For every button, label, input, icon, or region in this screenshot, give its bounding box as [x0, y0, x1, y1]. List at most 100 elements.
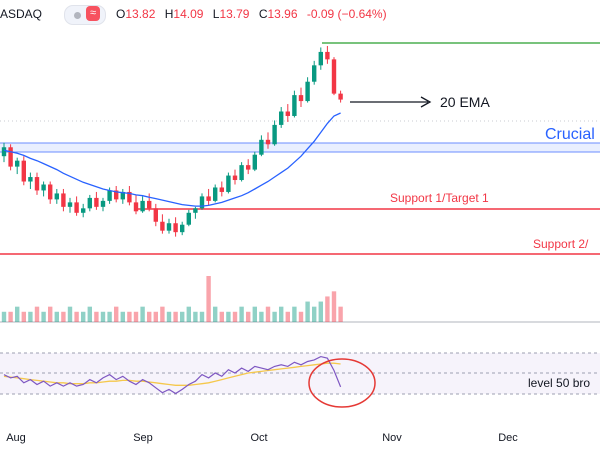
candle-body[interactable]: [140, 200, 145, 212]
candle-body[interactable]: [325, 51, 330, 60]
ema-label: 20 EMA: [440, 94, 490, 110]
candle-body[interactable]: [21, 160, 26, 182]
candle-body[interactable]: [166, 223, 172, 231]
volume-bar: [259, 311, 264, 322]
volume-bar: [285, 311, 290, 322]
candle-body[interactable]: [226, 175, 231, 192]
candle-body[interactable]: [147, 200, 152, 209]
rsi-ma-line: [3, 362, 341, 386]
volume-bar: [81, 311, 86, 322]
candle-body[interactable]: [213, 187, 218, 201]
x-tick-label: Aug: [6, 432, 26, 444]
candle-body[interactable]: [28, 177, 33, 182]
open-label: O: [116, 7, 126, 21]
candle-body[interactable]: [239, 165, 244, 181]
candle-body[interactable]: [206, 196, 211, 201]
candle-body[interactable]: [48, 184, 53, 200]
volume-bar: [28, 311, 33, 322]
candle-body[interactable]: [74, 202, 79, 213]
indicator-pill[interactable]: ≈: [64, 5, 106, 25]
candle-body[interactable]: [318, 51, 323, 66]
volume-bar: [140, 306, 145, 322]
volume-bar: [186, 306, 191, 322]
volume-bar: [246, 311, 251, 322]
candle-body[interactable]: [331, 59, 337, 94]
candle-body[interactable]: [160, 221, 165, 231]
candle-body[interactable]: [232, 175, 238, 181]
volume-bar: [331, 291, 337, 322]
volume-bar: [8, 311, 13, 322]
candle-body[interactable]: [34, 177, 40, 191]
candle-body[interactable]: [114, 190, 119, 200]
candle-body[interactable]: [41, 184, 46, 191]
volume-bar: [100, 311, 106, 322]
close-value: 13.96: [267, 7, 298, 21]
candle-body[interactable]: [8, 147, 13, 167]
candle-body[interactable]: [107, 190, 112, 201]
volume-bar: [54, 311, 59, 322]
candle-body[interactable]: [100, 200, 106, 207]
candle-body[interactable]: [279, 111, 284, 125]
candle-body[interactable]: [133, 202, 139, 212]
volume-bar: [133, 311, 139, 322]
volume-bar: [213, 306, 218, 322]
status-dot-icon: [74, 12, 81, 19]
low-value: 13.79: [219, 7, 250, 21]
x-tick-label: Dec: [498, 432, 518, 444]
x-tick-label: Sep: [133, 432, 153, 444]
volume-bar: [153, 311, 158, 322]
candle-body[interactable]: [186, 212, 191, 225]
volume-bar: [48, 306, 53, 322]
close-label: C: [258, 7, 268, 21]
candle-body[interactable]: [298, 95, 304, 102]
volume-bar: [265, 306, 271, 322]
candle-body[interactable]: [312, 65, 317, 82]
candle-body[interactable]: [265, 139, 271, 145]
support1-label: Support 1/Target 1: [390, 191, 489, 205]
candle-body[interactable]: [305, 81, 310, 102]
candle-body[interactable]: [338, 93, 343, 100]
candle-body[interactable]: [94, 197, 99, 207]
candle-body[interactable]: [193, 208, 198, 213]
candle-body[interactable]: [153, 208, 158, 222]
candle-body[interactable]: [199, 196, 205, 209]
volume-bar: [107, 311, 112, 322]
candle-body[interactable]: [246, 165, 251, 170]
volume-bar: [180, 311, 185, 322]
volume-bar: [173, 311, 178, 322]
volume-bar: [127, 311, 132, 322]
candle-body[interactable]: [219, 187, 224, 192]
candle-body[interactable]: [252, 154, 257, 170]
candle-body[interactable]: [1, 147, 7, 157]
symbol-name[interactable]: ASDAQ: [0, 7, 43, 21]
volume-bar: [34, 306, 40, 322]
volume-bar: [67, 306, 73, 322]
candle-body[interactable]: [54, 193, 59, 200]
candle-body[interactable]: [120, 191, 125, 200]
candle-body[interactable]: [81, 208, 86, 213]
candle-body[interactable]: [173, 223, 178, 233]
volume-bar: [312, 306, 317, 322]
candle-body[interactable]: [180, 224, 185, 233]
open-value: 13.82: [125, 7, 156, 21]
candle-body[interactable]: [127, 191, 132, 203]
candle-body[interactable]: [15, 160, 20, 167]
ema-arrow-head: [420, 96, 432, 108]
candle-body[interactable]: [272, 124, 277, 145]
candle-body[interactable]: [61, 193, 66, 207]
volume-bar: [61, 311, 66, 322]
candle-body[interactable]: [87, 197, 92, 209]
high-value: 14.09: [173, 7, 204, 21]
candle-body[interactable]: [285, 111, 290, 116]
candle-body[interactable]: [292, 95, 297, 116]
volume-bar: [252, 306, 257, 322]
volume-bar: [120, 311, 125, 322]
rsi-line: [3, 355, 342, 395]
candles-group: [1, 45, 343, 237]
crucial-zone: [0, 143, 600, 152]
volume-bar: [298, 311, 304, 322]
candle-body[interactable]: [259, 139, 264, 155]
volume-bar: [166, 311, 172, 322]
candle-body[interactable]: [67, 202, 73, 207]
